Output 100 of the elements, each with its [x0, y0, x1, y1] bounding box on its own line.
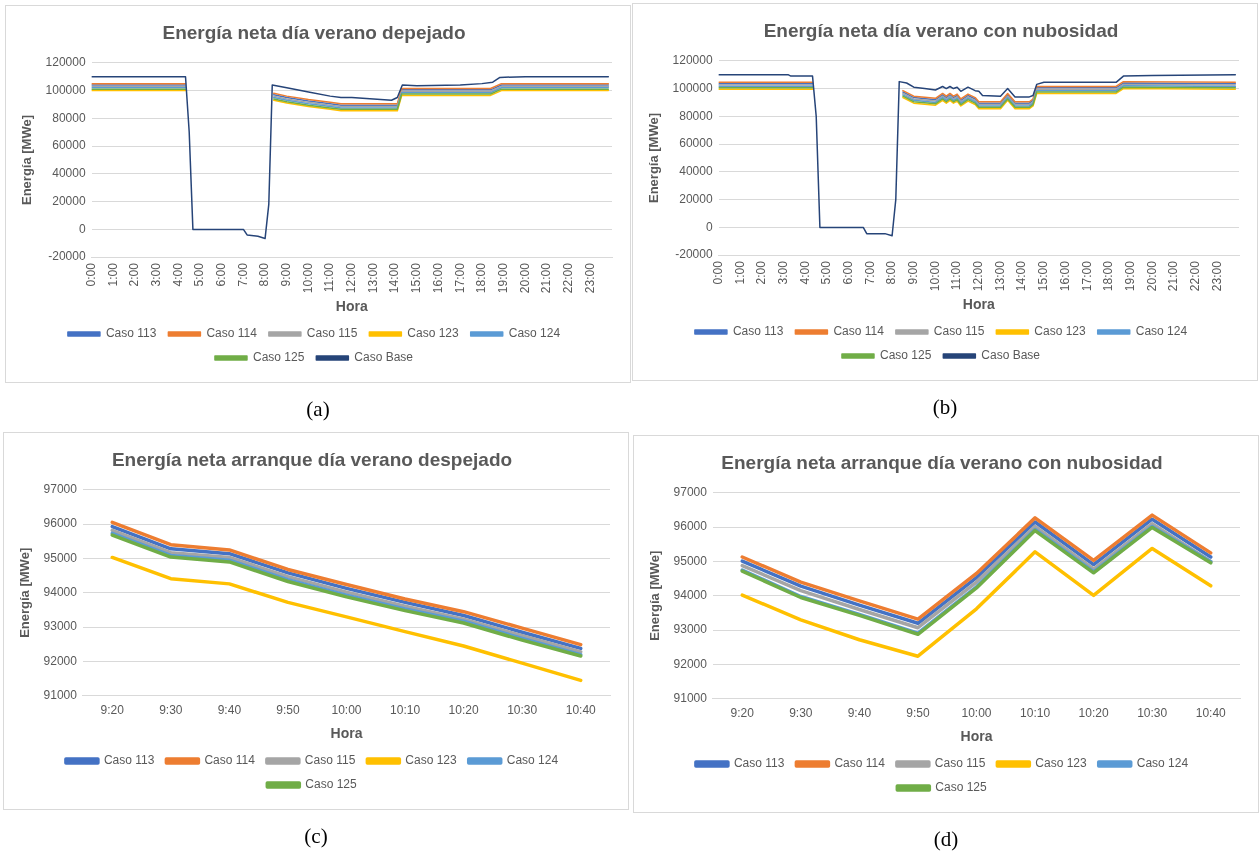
- y-tick-label: 20000: [52, 193, 86, 208]
- x-tick-label: 10:00: [300, 262, 315, 294]
- x-tick-label: 23:00: [582, 262, 597, 294]
- legend-label: Caso 123: [1035, 756, 1088, 771]
- x-tick-label: 10:30: [1137, 706, 1168, 721]
- x-tick-label: 8:00: [257, 262, 272, 287]
- x-tick-label: 20:00: [1144, 260, 1159, 292]
- x-tick-label: 10:30: [507, 703, 538, 718]
- x-tick-label: 9:20: [100, 703, 125, 718]
- y-tick-label: 94000: [43, 585, 78, 600]
- y-tick-label: 93000: [673, 622, 708, 637]
- x-tick-label: 21:00: [1166, 260, 1181, 292]
- y-tick-label: 60000: [52, 138, 86, 153]
- x-tick-label: 7:00: [235, 262, 250, 287]
- y-tick-label: 91000: [43, 688, 78, 703]
- x-tick-label: 9:30: [789, 706, 813, 721]
- x-tick-label: 17:00: [1079, 260, 1094, 292]
- x-tick-label: 2:00: [754, 260, 769, 285]
- x-tick-label: 9:30: [159, 703, 183, 718]
- x-tick-label: 15:00: [409, 262, 424, 294]
- y-tick-label: 97000: [673, 485, 708, 500]
- x-tick-label: 22:00: [1187, 260, 1202, 292]
- y-tick-label: -20000: [48, 249, 86, 264]
- x-tick-label: 5:00: [819, 260, 834, 285]
- legend-label: Caso 115: [304, 753, 356, 768]
- chart-title: Energía neta arranque día verano despejado: [111, 448, 513, 470]
- x-tick-label: 3:00: [776, 260, 790, 285]
- y-tick-label: 0: [78, 221, 86, 236]
- y-tick-label: 80000: [52, 110, 86, 125]
- legend-label: Caso 125: [305, 777, 358, 792]
- text: (a): [305, 397, 331, 422]
- legend-label: Caso 114: [204, 753, 256, 768]
- y-tick-label: 100000: [45, 82, 86, 97]
- legend-label: Caso 125: [252, 350, 305, 365]
- y-tick-label: 95000: [673, 553, 708, 568]
- x-tick-label: 18:00: [474, 262, 489, 294]
- x-tick-label: 14:00: [387, 262, 402, 294]
- x-axis-title: Hora: [335, 298, 368, 315]
- y-tick-label: 120000: [45, 55, 86, 70]
- legend-label: Caso 123: [407, 326, 460, 341]
- x-tick-label: 16:00: [430, 262, 445, 294]
- x-tick-label: 9:20: [730, 706, 755, 721]
- legend-label: Caso 114: [834, 756, 886, 771]
- y-tick-label: 100000: [672, 80, 713, 95]
- x-tick-label: 21:00: [539, 262, 554, 294]
- x-tick-label: 14:00: [1014, 260, 1029, 292]
- x-tick-label: 1:00: [105, 262, 120, 287]
- x-tick-label: 5:00: [192, 262, 207, 287]
- y-tick-label: 96000: [673, 519, 708, 534]
- y-tick-label: 92000: [43, 653, 78, 668]
- x-tick-label: 19:00: [495, 262, 510, 294]
- legend-label: Caso 124: [506, 753, 559, 768]
- legend-label: Caso 125: [879, 348, 932, 363]
- legend-label: Caso 114: [206, 326, 258, 341]
- legend-label: Caso 124: [1136, 756, 1189, 771]
- y-tick-label: 120000: [672, 53, 713, 68]
- x-tick-label: 4:00: [170, 262, 185, 287]
- legend-label: Caso 113: [732, 324, 784, 339]
- x-tick-label: 16:00: [1057, 260, 1072, 292]
- legend-label: Caso 125: [935, 780, 988, 795]
- x-tick-label: 9:40: [847, 706, 872, 721]
- legend-label: Caso 114: [833, 324, 885, 339]
- x-axis-title: Hora: [330, 725, 363, 742]
- y-tick-label: 92000: [673, 656, 708, 671]
- legend-label: Caso 123: [1034, 324, 1087, 339]
- legend-label: Caso Base: [354, 350, 414, 365]
- x-tick-label: 13:00: [365, 262, 380, 294]
- y-axis-title: Energía [MWe]: [17, 547, 33, 638]
- y-tick-label: 95000: [43, 550, 78, 565]
- y-tick-label: -20000: [675, 247, 713, 262]
- y-axis-title: Energía [MWe]: [19, 114, 35, 206]
- x-tick-label: 3:00: [149, 262, 163, 287]
- x-tick-label: 10:00: [331, 703, 362, 718]
- x-tick-label: 10:10: [1020, 706, 1051, 721]
- x-tick-label: 4:00: [797, 260, 812, 285]
- y-axis-title: Energía [MWe]: [647, 550, 663, 641]
- x-tick-label: 8:00: [884, 260, 899, 285]
- legend-label: Caso Base: [981, 348, 1041, 363]
- x-tick-label: 10:40: [565, 703, 597, 718]
- chart-title: Energía neta arranque día verano con nubosidad: [721, 451, 1163, 473]
- x-tick-label: 7:00: [862, 260, 877, 285]
- y-tick-label: 0: [705, 219, 713, 234]
- y-axis-title: Energía [MWe]: [646, 112, 662, 204]
- x-tick-label: 10:40: [1195, 706, 1227, 721]
- x-tick-label: 13:00: [992, 260, 1007, 292]
- x-tick-label: 9:50: [906, 706, 930, 721]
- legend-label: Caso 115: [934, 756, 986, 771]
- x-tick-label: 9:00: [906, 260, 921, 285]
- x-tick-label: 19:00: [1122, 260, 1137, 292]
- x-tick-label: 15:00: [1036, 260, 1051, 292]
- x-tick-label: 10:20: [1078, 706, 1109, 721]
- x-tick-label: 0:00: [83, 262, 98, 287]
- x-tick-label: 23:00: [1209, 260, 1224, 292]
- x-axis-title: Hora: [962, 296, 995, 313]
- y-tick-label: 96000: [43, 516, 78, 531]
- x-tick-label: 11:00: [949, 260, 964, 291]
- x-tick-label: 18:00: [1101, 260, 1116, 292]
- x-tick-label: 10:00: [961, 706, 992, 721]
- x-tick-label: 9:40: [217, 703, 242, 718]
- x-tick-label: 12:00: [344, 262, 359, 294]
